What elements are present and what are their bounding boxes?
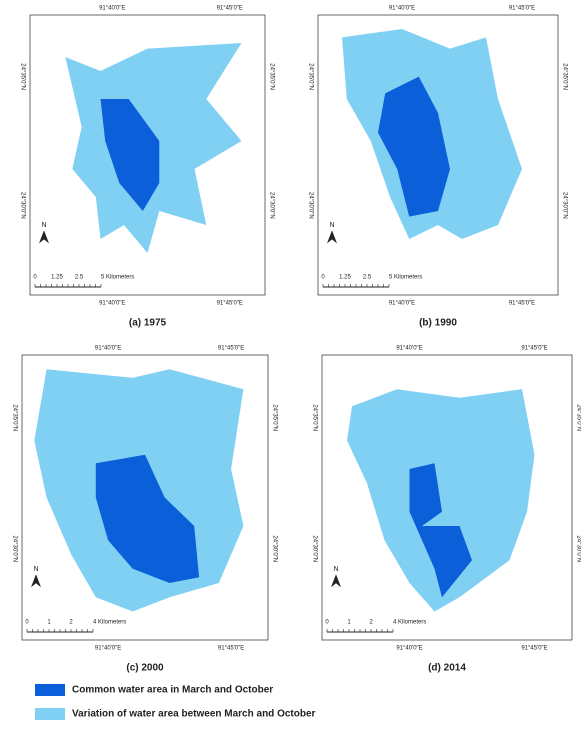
top-coordinate: 91°45'0"E [521,346,547,352]
bottom-coordinate: 91°45'0"E [521,646,547,652]
left-coordinate: 24°35'0"N [311,404,317,431]
north-label: N [329,222,334,229]
north-arrow [31,574,41,588]
top-coordinate: 91°45'0"E [509,6,535,12]
bottom-coordinate: 91°45'0"E [217,301,243,307]
variation-area [347,389,535,612]
common-area [378,76,450,217]
panel-caption: (b) 1990 [419,318,457,329]
top-coordinate: 91°45'0"E [217,6,243,12]
scale-label: 0 [33,275,37,281]
scale-label: 1 [347,620,351,626]
north-label: N [333,566,338,573]
common-area [100,99,160,211]
scale-label: 5 Kilometers [389,275,422,281]
panel-caption: (a) 1975 [129,318,167,329]
north-arrow [331,574,341,588]
legend-swatch [35,684,65,696]
bottom-coordinate: 91°45'0"E [509,301,535,307]
left-coordinate: 24°35'0"N [11,404,17,431]
north-arrow [39,230,49,244]
north-arrow [327,230,337,244]
right-coordinate: 24°35'0"N [268,63,274,90]
left-coordinate: 24°30'0"N [307,192,313,219]
bottom-coordinate: 91°40'0"E [95,646,121,652]
bottom-coordinate: 91°40'0"E [99,301,125,307]
scale-label: 4 Kilometers [93,620,126,626]
scale-label: 2.5 [75,275,84,281]
right-coordinate: 24°30'0"N [561,192,567,219]
bottom-coordinate: 91°40'0"E [396,646,422,652]
bottom-coordinate: 91°45'0"E [218,646,244,652]
right-coordinate: 24°30'0"N [268,192,274,219]
top-coordinate: 91°40'0"E [99,6,125,12]
right-coordinate: 24°35'0"N [561,63,567,90]
scale-label: 0 [321,275,325,281]
left-coordinate: 24°30'0"N [19,192,25,219]
scale-label: 0 [325,620,329,626]
right-coordinate: 24°30'0"N [271,535,277,562]
right-coordinate: 24°35'0"N [575,404,581,431]
north-label: N [33,566,38,573]
scale-label: 2.5 [363,275,372,281]
scale-label: 2 [369,620,373,626]
panel-caption: (c) 2000 [126,663,164,674]
common-area [409,463,472,598]
right-coordinate: 24°30'0"N [575,535,581,562]
scale-label: 1.25 [339,275,351,281]
right-coordinate: 24°35'0"N [271,404,277,431]
top-coordinate: 91°40'0"E [396,346,422,352]
scale-label: 1 [47,620,51,626]
common-area [95,454,200,583]
top-coordinate: 91°45'0"E [218,346,244,352]
scale-label: 0 [25,620,29,626]
top-coordinate: 91°40'0"E [95,346,121,352]
scale-label: 5 Kilometers [101,275,134,281]
legend-label: Variation of water area between March an… [72,709,316,720]
legend-label: Common water area in March and October [72,685,273,696]
north-label: N [41,222,46,229]
left-coordinate: 24°30'0"N [311,535,317,562]
scale-label: 4 Kilometers [393,620,426,626]
scale-label: 2 [69,620,73,626]
left-coordinate: 24°30'0"N [11,535,17,562]
left-coordinate: 24°35'0"N [19,63,25,90]
scale-label: 1.25 [51,275,63,281]
legend-swatch [35,708,65,720]
bottom-coordinate: 91°40'0"E [389,301,415,307]
panel-caption: (d) 2014 [428,663,466,674]
left-coordinate: 24°35'0"N [307,63,313,90]
top-coordinate: 91°40'0"E [389,6,415,12]
